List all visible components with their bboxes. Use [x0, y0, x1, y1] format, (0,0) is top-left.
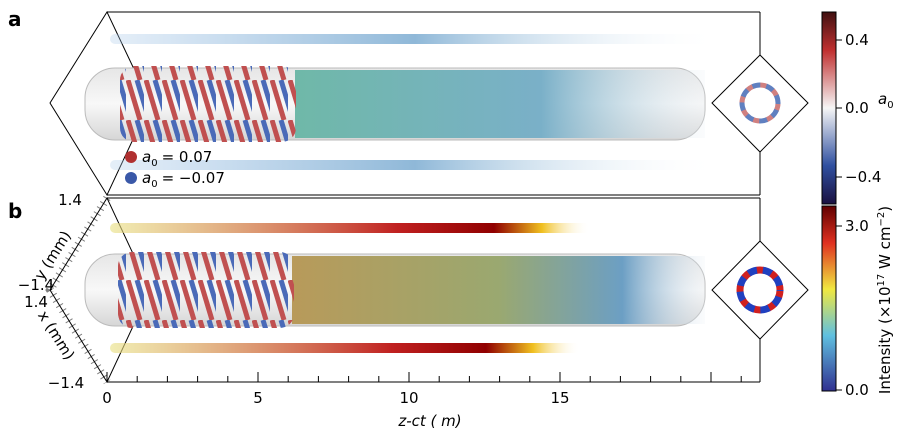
helix [118, 252, 294, 328]
colorbar-tick: 0.0 [845, 381, 869, 399]
cross-section [711, 240, 809, 340]
colorbar-tick: 3.0 [845, 217, 869, 235]
legend-entry: a0 = 0.07 [142, 148, 212, 169]
axis-label: x (mm) [34, 307, 78, 363]
beam-stripe [110, 343, 580, 353]
field [292, 256, 705, 324]
z-axis: 0 5 10 15 z-ct ( m) [102, 372, 760, 430]
colorbar [821, 205, 837, 392]
axis-label: z-ct ( m) [397, 412, 461, 430]
colorbar-label: a0 [878, 90, 894, 111]
axis-tick: 0 [102, 389, 112, 407]
panel-label: b [8, 199, 22, 223]
legend-entry: a0 = −0.07 [142, 169, 225, 190]
axis-label: y (mm) [31, 227, 75, 283]
field [295, 70, 705, 138]
axis-tick: 1.4 [58, 191, 82, 209]
cross-section [711, 54, 809, 153]
panel-label: a [8, 7, 22, 31]
beam-stripe [110, 34, 720, 44]
axis-tick: 1.4 [24, 293, 48, 311]
axis-tick: −1.4 [48, 374, 84, 392]
colorbar-tick: 0.4 [845, 31, 869, 49]
beam-stripe [110, 160, 720, 170]
panel-b: b 1.4 −1.4 1.4 −1.4 y (mm) x (mm) 3.0 0.… [8, 191, 894, 399]
axis-tick: 10 [399, 389, 418, 407]
axis-tick: 15 [550, 389, 569, 407]
colorbar-tick: 0.0 [845, 99, 869, 117]
axis-tick: −1.4 [18, 276, 54, 294]
colorbar-label: Intensity (×1017 W cm−2) [876, 206, 894, 394]
colorbar-tick: −0.4 [845, 168, 881, 186]
helix [120, 66, 296, 142]
beam-stripe [110, 223, 590, 233]
axis-tick: 5 [253, 389, 263, 407]
panel-a: a a0 = 0.07 a0 = −0.07 0.4 0.0 −0.4 a0 [8, 7, 894, 205]
colorbar [821, 11, 837, 205]
